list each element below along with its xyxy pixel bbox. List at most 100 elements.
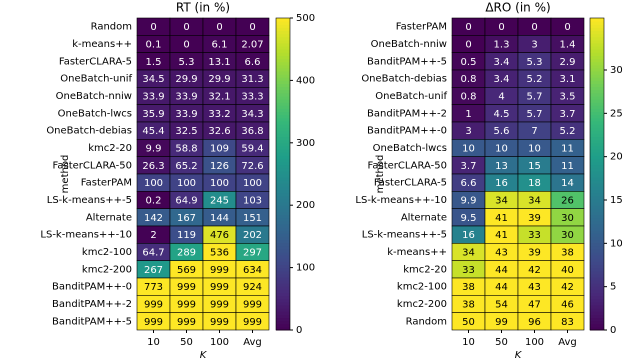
cell-label: 6.1 — [212, 40, 228, 51]
cell-label: 297 — [243, 248, 262, 259]
y-tick-label: Alternate — [401, 212, 447, 223]
colorbar-segment — [590, 320, 604, 325]
colorbar-segment — [590, 202, 604, 206]
cell-label: 999 — [210, 300, 229, 311]
cell-label: 33.9 — [142, 92, 164, 103]
cell-label: 5.2 — [527, 74, 543, 85]
colorbar-segment — [276, 211, 290, 216]
cell-label: 34 — [495, 196, 508, 207]
colorbar-segment — [590, 117, 604, 122]
cell-label: 267 — [144, 265, 163, 276]
colorbar-segment — [276, 33, 290, 38]
colorbar-segment — [590, 52, 604, 56]
cell-label: 34.3 — [241, 109, 263, 120]
cell-label: 0 — [216, 22, 222, 33]
colorbar-segment — [590, 220, 604, 225]
colorbar-segment — [276, 248, 290, 253]
colorbar-segment — [590, 177, 604, 181]
colorbar-segment — [590, 18, 604, 22]
cell-label: 0 — [564, 22, 570, 33]
colorbar-tick-label: 25 — [610, 108, 623, 119]
colorbar-segment — [590, 305, 604, 309]
colorbar-segment — [590, 295, 604, 300]
cell-label: 100 — [243, 178, 262, 189]
cell-label: 999 — [144, 317, 163, 328]
colorbar-segment — [276, 133, 290, 138]
x-axis-label: K — [515, 350, 523, 361]
y-tick-label: kmc2-100 — [397, 282, 447, 293]
colorbar-segment — [590, 120, 604, 125]
cell-label: 0 — [498, 22, 504, 33]
cell-label: 33.9 — [175, 109, 197, 120]
colorbar-segment — [590, 164, 604, 169]
colorbar-tick-label: 15 — [610, 195, 623, 206]
cell-label: 96 — [528, 317, 541, 328]
colorbar-segment — [590, 105, 604, 109]
cell-label: 30 — [561, 213, 574, 224]
colorbar-segment — [590, 208, 604, 212]
cell-label: 3.1 — [560, 74, 576, 85]
colorbar-segment — [276, 301, 290, 306]
colorbar-segment — [590, 145, 604, 150]
colorbar-segment — [276, 270, 290, 275]
colorbar-segment — [276, 145, 290, 150]
colorbar-segment — [590, 183, 604, 187]
y-tick-label: BanditPAM++-0 — [367, 126, 447, 137]
cell-label: 109 — [210, 144, 229, 155]
cell-label: 5.7 — [527, 109, 543, 120]
cell-label: 13 — [495, 161, 508, 172]
colorbar-segment — [590, 298, 604, 303]
colorbar-segment — [590, 64, 604, 69]
cell-label: 0 — [183, 40, 189, 51]
y-tick-label: k-means++ — [387, 247, 447, 258]
y-tick-label: OneBatch-lwcs — [373, 143, 447, 154]
colorbar-segment — [276, 124, 290, 128]
y-tick-label: LS-k-means++-10 — [40, 230, 132, 241]
cell-label: 289 — [177, 248, 196, 259]
colorbar-segment — [276, 195, 290, 200]
colorbar-segment — [590, 280, 604, 284]
y-tick-label: FasterCLARA-5 — [59, 56, 132, 67]
cell-label: 151 — [243, 213, 262, 224]
colorbar-segment — [590, 124, 604, 128]
colorbar-segment — [276, 74, 290, 78]
cell-label: 7 — [531, 126, 537, 137]
cell-label: 32.6 — [208, 126, 230, 137]
colorbar-tick-label: 500 — [296, 13, 315, 24]
cell-label: 119 — [177, 230, 196, 241]
colorbar-segment — [590, 55, 604, 60]
cell-label: 5.6 — [494, 126, 510, 137]
colorbar-segment — [276, 280, 290, 284]
cell-label: 33.9 — [175, 92, 197, 103]
cell-label: 3 — [531, 40, 537, 51]
colorbar-segment — [590, 167, 604, 172]
colorbar-segment — [590, 99, 604, 103]
colorbar-segment — [276, 117, 290, 122]
colorbar-segment — [276, 326, 290, 331]
cell-label: 10 — [495, 144, 508, 155]
cell-label: 42 — [561, 282, 574, 293]
colorbar-segment — [276, 208, 290, 212]
colorbar-segment — [590, 39, 604, 44]
colorbar-segment — [276, 142, 290, 147]
colorbar-segment — [276, 46, 290, 50]
cell-label: 1 — [465, 109, 471, 120]
colorbar-segment — [276, 170, 290, 175]
colorbar-segment — [590, 158, 604, 163]
colorbar-segment — [276, 261, 290, 265]
colorbar-segment — [590, 155, 604, 159]
cell-label: 9.9 — [146, 144, 162, 155]
colorbar-segment — [276, 245, 290, 250]
chart-title: RT (in %) — [176, 1, 230, 15]
y-tick-label: OneBatch-unif — [60, 74, 132, 85]
cell-label: 54 — [495, 300, 508, 311]
colorbar-segment — [276, 286, 290, 290]
colorbar-segment — [590, 21, 604, 25]
cell-label: 100 — [144, 178, 163, 189]
colorbar-segment — [276, 295, 290, 300]
colorbar-segment — [590, 276, 604, 281]
colorbar-segment — [590, 77, 604, 81]
colorbar-segment — [276, 202, 290, 206]
y-tick-label: LS-k-means++-5 — [362, 230, 447, 241]
